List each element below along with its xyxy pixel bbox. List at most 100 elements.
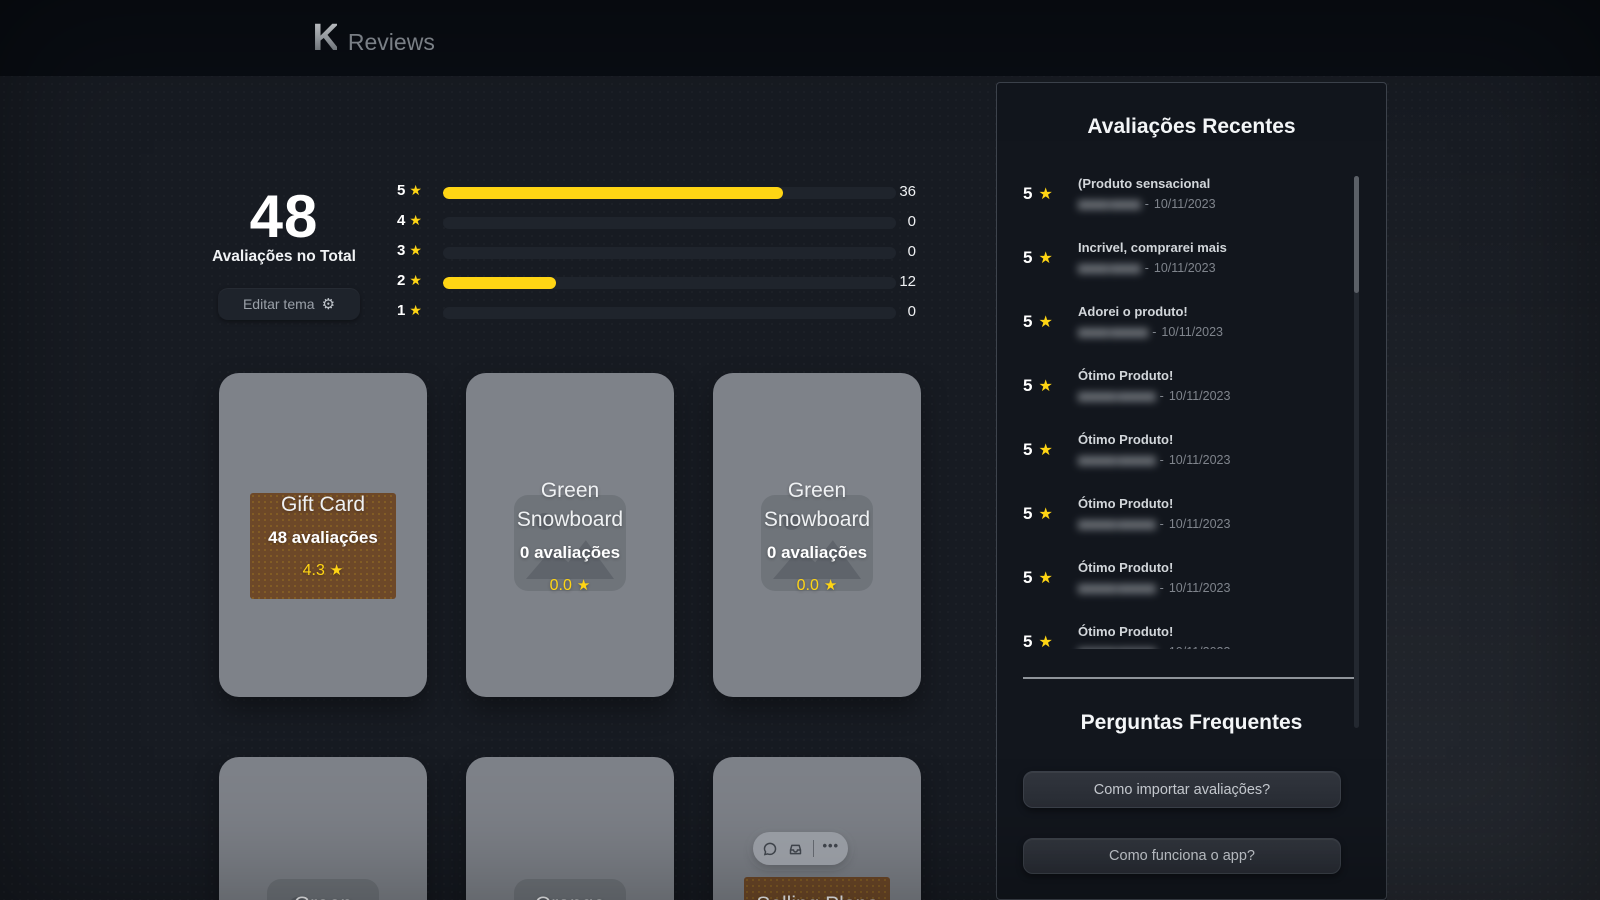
separator: - [1160,645,1164,649]
review-title: Adorei o produto! [1078,304,1188,319]
sidebar-divider [1023,677,1354,679]
sidebar-scrollbar-track[interactable] [1354,176,1359,728]
star-icon: ★ [1038,506,1053,523]
product-card-selling-plans-ski-wax[interactable]: Selling Plans Ski Wax [713,757,921,900]
rating-row-count: 36 [899,183,916,200]
rating-bar-fill [443,187,783,199]
review-list-item[interactable]: 5 ★ Incrivel, comprarei mais ▆▆▆▆ ▆▆▆▆ -10… [1023,240,1358,276]
app-name: Reviews [347,28,435,55]
rating-row-count: 0 [907,213,916,230]
gear-icon: ⚙ [321,296,336,313]
recent-reviews-title: Avaliações Recentes [1087,115,1296,138]
faq-import-reviews-button[interactable]: Como importar avaliações? [1023,771,1341,808]
chat-bubble-icon[interactable] [762,841,778,857]
rating-bar-track [443,217,896,229]
separator: - [1159,453,1164,467]
star-icon: ★ [823,576,838,594]
star-icon: ★ [409,212,422,228]
product-card-green-snowboard-3[interactable]: Green Snowboard [219,757,427,900]
brand-logo: BK Reviews [288,17,435,60]
star-icon: ★ [409,302,422,318]
toolbar-divider [812,840,814,857]
faq-how-app-works-button[interactable]: Como funciona o app? [1023,838,1341,874]
product-rating: 4.3 ★ [302,562,344,579]
product-review-count: 0 avaliações [519,542,621,562]
rating-row-count: 0 [907,303,916,320]
review-author-redacted: ▆▆▆▆▆ ▆▆▆▆▆ [1078,518,1156,530]
product-image-placeholder-icon [267,879,379,900]
review-title: Ótimo Produto! [1078,560,1174,575]
product-review-count: 0 avaliações [766,542,868,562]
rating-bar-track [443,247,896,259]
separator: - [1159,581,1164,595]
review-stars-number: 5 [1023,632,1033,649]
review-date: 10/11/2023 [1168,453,1231,467]
rating-distribution: 5 ★ 36 4 ★ 0 3 ★ 0 2 ★ 12 1 ★ 0 [397,178,927,328]
product-title: Green Snowboard [248,890,398,900]
review-author-redacted: ▆▆▆▆ ▆▆▆▆ [1078,262,1141,274]
total-reviews-label: Avaliações no Total [212,248,356,265]
product-title: Selling Plans Ski Wax [742,890,892,900]
star-icon: ★ [1038,250,1053,267]
separator: - [1159,517,1164,531]
review-author-redacted: ▆▆▆▆ ▆▆▆▆ [1078,198,1141,210]
top-header: BK Reviews [0,0,1600,76]
bk-logo-icon: BK [288,16,337,59]
review-list-item[interactable]: 5★ Ótimo Produto! ▆▆▆▆▆ ▆▆▆▆▆-10/11/2023 [1023,368,1358,404]
floating-widget-toolbar: ••• [753,832,848,865]
review-title: Ótimo Produto! [1078,432,1174,447]
more-options-icon[interactable]: ••• [822,837,840,853]
rating-bar-track [443,187,896,199]
product-card-green-snowboard-1[interactable]: Green Snowboard 0 avaliações 0.0 ★ [466,373,674,697]
product-review-count: 48 avaliações [268,528,378,547]
review-author-redacted: ▆▆▆▆▆ ▆▆▆▆▆ [1078,582,1156,594]
rating-row-stars: 1 [397,302,406,319]
review-date: 10/11/2023 [1161,325,1224,339]
review-author-redacted: ▆▆▆▆ ▆▆▆▆▆ [1078,326,1148,338]
rating-row-count: 12 [899,273,916,290]
review-stars-number: 5 [1023,440,1033,459]
star-icon: ★ [1038,634,1053,649]
review-date: 10/11/2023 [1153,197,1216,211]
product-title: Green Snowboard [763,478,871,531]
review-list-item[interactable]: 5 ★ Adorei o produto! ▆▆▆▆ ▆▆▆▆▆ -10/11/20… [1023,304,1358,340]
review-list-item[interactable]: 5★ Ótimo Produto! ▆▆▆▆▆ ▆▆▆▆▆-10/11/2023 [1023,496,1358,532]
sidebar-scrollbar-thumb[interactable] [1354,176,1359,293]
separator: - [1152,325,1157,339]
star-icon: ★ [1038,186,1053,203]
star-icon: ★ [1038,570,1053,587]
rating-bar-fill [443,277,557,289]
review-date: 10/11/2023 [1168,389,1231,403]
total-reviews-number: 48 [249,183,319,250]
review-title: Incrivel, comprarei mais [1078,240,1227,255]
edit-theme-label: Editar tema [242,296,315,312]
review-stars-number: 5 [1023,376,1033,395]
product-rating: 0.0 ★ [549,576,591,594]
review-date: 10/11/2023 [1168,581,1231,595]
review-list-item[interactable]: 5★ Ótimo Produto! ▆▆▆▆▆ ▆▆▆▆▆-10/11/2023 [1023,432,1358,468]
edit-theme-button[interactable]: Editar tema ⚙ [218,288,360,320]
review-list-item[interactable]: 5★ Ótimo Produto! ▆▆▆▆▆ ▆▆▆▆▆-10/11/2023 [1023,560,1358,596]
review-list-item[interactable]: 5 ★ (Produto sensacional ▆▆▆▆ ▆▆▆▆ -10/11/… [1023,176,1358,212]
rating-row-stars: 5 [397,182,406,199]
product-card-green-snowboard-2[interactable]: Green Snowboard 0 avaliações 0.0 ★ [713,373,921,697]
product-card-gift-card[interactable]: Gift Card 48 avaliações 4.3 ★ [219,373,427,697]
product-image-placeholder-icon [761,495,873,591]
review-title: (Produto sensacional [1078,176,1211,191]
reviews-sidebar: Avaliações Recentes 5 ★ (Produto sensacio… [996,82,1387,900]
star-icon: ★ [409,242,422,258]
inbox-icon[interactable] [787,841,804,857]
rating-row-4: 4 ★ 0 [397,208,927,238]
star-icon: ★ [1038,314,1053,331]
review-author-redacted: ▆▆▆▆▆ ▆▆▆▆▆ [1078,454,1156,466]
rating-row-2: 2 ★ 12 [397,268,927,298]
review-list-item[interactable]: 5★ Ótimo Produto! ▆▆▆▆▆ ▆▆▆▆▆-10/11/2023 [1023,624,1358,649]
review-title: Ótimo Produto! [1078,368,1174,383]
rating-row-5: 5 ★ 36 [397,178,927,208]
product-card-orange-snowboard[interactable]: Orange Snowboard [466,757,674,900]
review-title: Ótimo Produto! [1078,496,1174,511]
review-date: 10/11/2023 [1168,517,1231,531]
separator: - [1144,197,1149,211]
review-stars-number: 5 [1023,248,1033,267]
